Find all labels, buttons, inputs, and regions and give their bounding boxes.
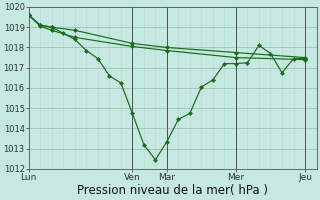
X-axis label: Pression niveau de la mer( hPa ): Pression niveau de la mer( hPa ) [77,184,268,197]
